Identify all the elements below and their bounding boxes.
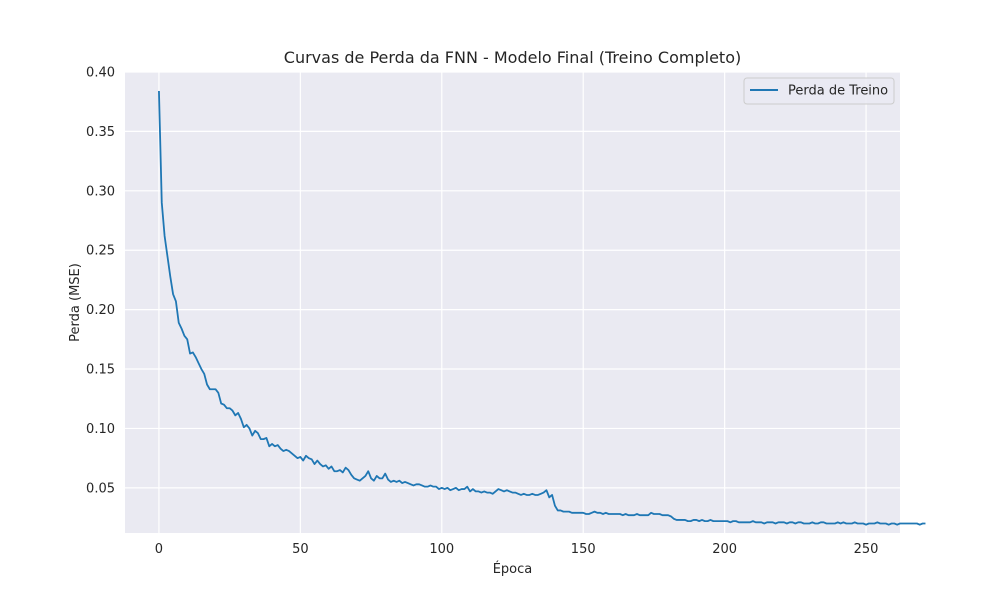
x-tick-label: 50 [292,542,309,557]
y-tick-label: 0.30 [86,184,115,199]
y-tick-label: 0.20 [86,303,115,318]
y-axis-label: Perda (MSE) [68,263,83,342]
x-tick-label: 150 [571,542,596,557]
x-tick-label: 100 [429,542,454,557]
x-tick-label: 200 [712,542,737,557]
y-tick-label: 0.10 [86,422,115,437]
tick-labels: 0 50 100 150 200 250 0.05 0.10 0.15 0.20 0.25 0.30 0… [86,66,878,558]
series-layer [158,90,926,526]
y-tick-label: 0.35 [86,125,115,140]
chart-title: Curvas de Perda da FNN - Modelo Final (T… [284,48,741,67]
legend-box [743,77,895,105]
legend-label: Perda de Treino [788,84,888,99]
y-tick-label: 0.15 [86,363,115,378]
x-axis-label: Época [493,561,533,577]
series-line-perda-de-treino [158,90,926,526]
x-tick-label: 250 [854,542,879,557]
grid-lines [125,71,900,533]
y-tick-label: 0.05 [86,481,115,496]
legend: Perda de Treino [743,77,895,105]
y-tick-label: 0.25 [86,244,115,259]
y-tick-label: 0.40 [86,66,115,81]
plot-area [125,72,900,533]
x-tick-label: 0 [155,542,163,557]
